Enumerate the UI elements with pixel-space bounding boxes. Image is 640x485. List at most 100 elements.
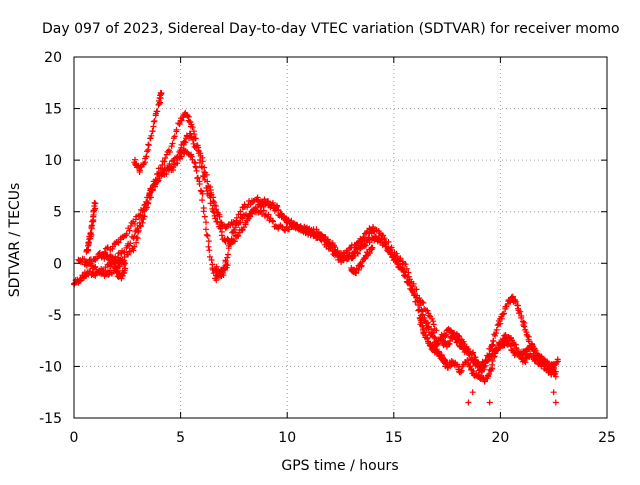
data-point [518,313,525,319]
x-tick-label: 25 [598,430,616,446]
data-point [249,210,256,217]
data-point [203,226,209,233]
data-point [161,158,168,165]
data-point [409,289,416,296]
data-point [208,257,215,263]
data-point [555,358,561,365]
data-point [399,264,406,271]
data-point [492,332,499,339]
data-point [299,225,306,232]
data-point [141,213,148,220]
data-point [206,247,213,254]
data-point [366,249,373,256]
data-point [201,176,208,183]
data-point [149,187,156,193]
data-point [207,194,214,201]
data-point [108,253,115,260]
data-point [200,173,207,180]
data-point [197,187,204,194]
data-point [131,221,138,227]
y-tick-label: 10 [44,153,62,169]
data-point [130,247,137,254]
data-point [176,154,183,161]
data-point [363,237,370,244]
data-point [126,227,133,234]
data-point [235,232,242,239]
data-point [153,177,160,184]
data-point [476,373,483,380]
data-point [329,247,336,254]
y-tick-label: -15 [39,411,62,427]
x-tick-label: 20 [491,430,509,446]
data-point [151,118,158,124]
data-point [195,147,202,154]
data-point [433,327,440,334]
data-point [207,184,213,190]
data-point [218,232,225,239]
data-point [524,332,531,339]
data-point [362,242,369,249]
data-point [290,220,297,227]
data-point [522,359,529,366]
data-point [144,200,151,207]
y-tick-label: 20 [44,50,62,66]
plot-frame [73,56,608,419]
data-point [355,250,361,257]
data-point [135,227,142,234]
data-point [338,250,344,257]
data-point [270,218,276,225]
data-point [402,261,409,268]
data-point [122,265,129,272]
data-point [156,100,163,107]
data-point [401,272,408,279]
data-point [216,213,223,220]
data-point [482,362,489,369]
data-point [93,266,100,273]
data-point [195,150,202,157]
data-point [181,138,188,145]
data-point [552,399,559,406]
y-axis-label: SDTVAR / TECUs [7,183,23,298]
data-point [388,244,395,251]
y-tick-label: -10 [39,359,62,375]
data-point [207,200,214,207]
data-point [152,181,159,188]
y-tick-label: 15 [44,102,62,118]
y-tick-label: 5 [53,205,62,221]
data-point [192,163,199,170]
data-point [217,225,224,232]
data-point [474,358,480,365]
data-point [166,149,173,155]
data-point [148,132,155,139]
data-point [122,260,129,267]
data-point [379,236,386,242]
data-point [400,268,407,275]
data-point [203,219,209,226]
data-point [145,141,152,148]
data-point [191,159,198,166]
chart-title: Day 097 of 2023, Sidereal Day-to-day VTE… [42,21,620,37]
data-point [135,229,141,235]
data-point [442,358,448,365]
data-point [127,223,134,229]
data-point [550,389,557,396]
data-point [418,319,425,326]
data-point [391,254,398,261]
x-tick-label: 5 [176,430,185,446]
data-point [538,354,545,360]
data-point [173,126,180,133]
data-point [188,121,195,128]
x-tick-label: 10 [278,430,296,446]
data-point [324,241,331,247]
data-point [139,219,146,226]
data-point [182,139,189,146]
data-point [369,227,376,234]
data-point [88,223,95,230]
data-point [369,244,376,251]
y-tick-label: -5 [48,308,62,324]
data-point [424,335,431,342]
data-point [115,239,122,246]
data-point [365,234,372,241]
data-point [402,271,409,278]
data-point [205,238,212,245]
